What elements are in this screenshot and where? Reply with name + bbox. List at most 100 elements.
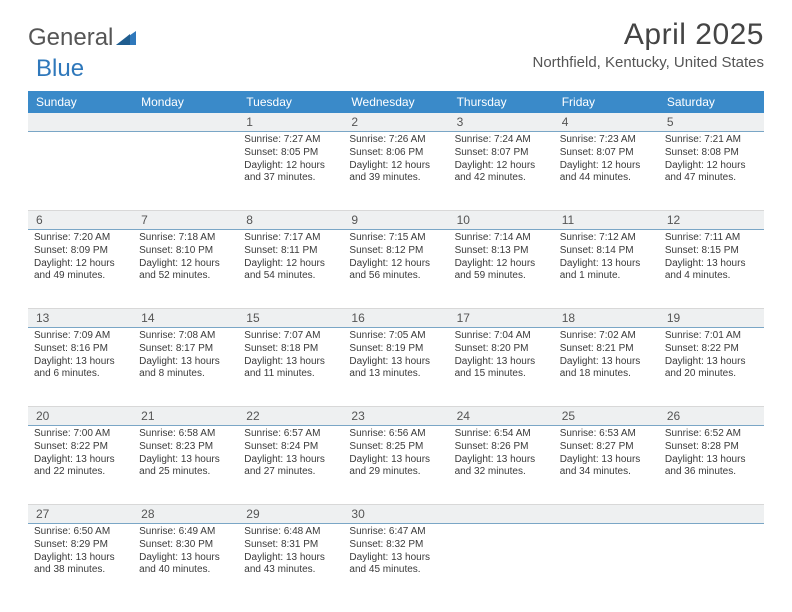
dl2-text: and 44 minutes. bbox=[560, 172, 653, 185]
dl2-text: and 47 minutes. bbox=[665, 172, 758, 185]
day-number: 2 bbox=[343, 113, 448, 131]
day-number: 24 bbox=[449, 407, 554, 425]
day-number: 1 bbox=[238, 113, 343, 131]
day-number: 29 bbox=[238, 505, 343, 523]
empty-cell bbox=[554, 524, 659, 602]
day-number: 16 bbox=[343, 309, 448, 327]
day-cell: Sunrise: 6:50 AMSunset: 8:29 PMDaylight:… bbox=[28, 524, 133, 602]
sunset-text: Sunset: 8:24 PM bbox=[244, 441, 337, 454]
day-cell: Sunrise: 7:21 AMSunset: 8:08 PMDaylight:… bbox=[659, 132, 764, 210]
dl2-text: and 1 minute. bbox=[560, 270, 653, 283]
sunrise-text: Sunrise: 6:47 AM bbox=[349, 526, 442, 539]
dl1-text: Daylight: 13 hours bbox=[560, 258, 653, 271]
dl2-text: and 54 minutes. bbox=[244, 270, 337, 283]
dl1-text: Daylight: 13 hours bbox=[244, 454, 337, 467]
sunrise-text: Sunrise: 7:17 AM bbox=[244, 232, 337, 245]
logo-word1: General bbox=[28, 24, 113, 52]
day-number: 28 bbox=[133, 505, 238, 523]
day-cell: Sunrise: 7:17 AMSunset: 8:11 PMDaylight:… bbox=[238, 230, 343, 308]
title-block: April 2025 Northfield, Kentucky, United … bbox=[532, 18, 764, 71]
week-date-row: 12345 bbox=[28, 113, 764, 132]
sunset-text: Sunset: 8:28 PM bbox=[665, 441, 758, 454]
sunrise-text: Sunrise: 7:21 AM bbox=[665, 134, 758, 147]
dl2-text: and 36 minutes. bbox=[665, 466, 758, 479]
sunrise-text: Sunrise: 7:02 AM bbox=[560, 330, 653, 343]
sunset-text: Sunset: 8:09 PM bbox=[34, 245, 127, 258]
sunset-text: Sunset: 8:20 PM bbox=[455, 343, 548, 356]
day-cell: Sunrise: 6:53 AMSunset: 8:27 PMDaylight:… bbox=[554, 426, 659, 504]
dl1-text: Daylight: 12 hours bbox=[455, 160, 548, 173]
dl2-text: and 15 minutes. bbox=[455, 368, 548, 381]
dl1-text: Daylight: 12 hours bbox=[349, 258, 442, 271]
sunrise-text: Sunrise: 7:08 AM bbox=[139, 330, 232, 343]
sunset-text: Sunset: 8:18 PM bbox=[244, 343, 337, 356]
dl1-text: Daylight: 13 hours bbox=[244, 356, 337, 369]
empty-cell bbox=[449, 524, 554, 602]
dl1-text: Daylight: 13 hours bbox=[349, 552, 442, 565]
day-number: 12 bbox=[659, 211, 764, 229]
sunrise-text: Sunrise: 6:58 AM bbox=[139, 428, 232, 441]
sunrise-text: Sunrise: 7:12 AM bbox=[560, 232, 653, 245]
sunset-text: Sunset: 8:17 PM bbox=[139, 343, 232, 356]
dl1-text: Daylight: 12 hours bbox=[34, 258, 127, 271]
day-number: 30 bbox=[343, 505, 448, 523]
day-cell: Sunrise: 6:58 AMSunset: 8:23 PMDaylight:… bbox=[133, 426, 238, 504]
sunrise-text: Sunrise: 7:26 AM bbox=[349, 134, 442, 147]
dl2-text: and 49 minutes. bbox=[34, 270, 127, 283]
dl2-text: and 42 minutes. bbox=[455, 172, 548, 185]
day-cell: Sunrise: 6:52 AMSunset: 8:28 PMDaylight:… bbox=[659, 426, 764, 504]
week-date-row: 27282930 bbox=[28, 505, 764, 524]
sunset-text: Sunset: 8:12 PM bbox=[349, 245, 442, 258]
sunset-text: Sunset: 8:23 PM bbox=[139, 441, 232, 454]
day-cell: Sunrise: 7:18 AMSunset: 8:10 PMDaylight:… bbox=[133, 230, 238, 308]
day-number: 14 bbox=[133, 309, 238, 327]
day-cell: Sunrise: 7:11 AMSunset: 8:15 PMDaylight:… bbox=[659, 230, 764, 308]
sunrise-text: Sunrise: 7:04 AM bbox=[455, 330, 548, 343]
logo-word2: Blue bbox=[36, 55, 84, 83]
logo-triangle-icon bbox=[116, 24, 136, 52]
sunset-text: Sunset: 8:19 PM bbox=[349, 343, 442, 356]
day-cell: Sunrise: 7:07 AMSunset: 8:18 PMDaylight:… bbox=[238, 328, 343, 406]
location-label: Northfield, Kentucky, United States bbox=[532, 54, 764, 71]
dayname-sun: Sunday bbox=[28, 91, 133, 113]
sunrise-text: Sunrise: 6:52 AM bbox=[665, 428, 758, 441]
week-row: Sunrise: 7:09 AMSunset: 8:16 PMDaylight:… bbox=[28, 328, 764, 407]
day-cell: Sunrise: 7:20 AMSunset: 8:09 PMDaylight:… bbox=[28, 230, 133, 308]
dl1-text: Daylight: 12 hours bbox=[244, 160, 337, 173]
dl1-text: Daylight: 13 hours bbox=[244, 552, 337, 565]
day-cell: Sunrise: 6:54 AMSunset: 8:26 PMDaylight:… bbox=[449, 426, 554, 504]
sunset-text: Sunset: 8:07 PM bbox=[455, 147, 548, 160]
dayname-thu: Thursday bbox=[449, 91, 554, 113]
sunset-text: Sunset: 8:11 PM bbox=[244, 245, 337, 258]
dl2-text: and 52 minutes. bbox=[139, 270, 232, 283]
dl2-text: and 13 minutes. bbox=[349, 368, 442, 381]
week-row: Sunrise: 7:27 AMSunset: 8:05 PMDaylight:… bbox=[28, 132, 764, 211]
day-number: 3 bbox=[449, 113, 554, 131]
dl1-text: Daylight: 12 hours bbox=[244, 258, 337, 271]
dl2-text: and 29 minutes. bbox=[349, 466, 442, 479]
day-cell: Sunrise: 7:15 AMSunset: 8:12 PMDaylight:… bbox=[343, 230, 448, 308]
day-number: 10 bbox=[449, 211, 554, 229]
calendar-page: General April 2025 Northfield, Kentucky,… bbox=[0, 0, 792, 602]
day-number: 7 bbox=[133, 211, 238, 229]
sunset-text: Sunset: 8:22 PM bbox=[34, 441, 127, 454]
day-cell: Sunrise: 7:01 AMSunset: 8:22 PMDaylight:… bbox=[659, 328, 764, 406]
dl2-text: and 39 minutes. bbox=[349, 172, 442, 185]
calendar-grid: Sunday Monday Tuesday Wednesday Thursday… bbox=[28, 91, 764, 602]
day-number bbox=[659, 505, 764, 523]
day-number: 21 bbox=[133, 407, 238, 425]
day-cell: Sunrise: 7:00 AMSunset: 8:22 PMDaylight:… bbox=[28, 426, 133, 504]
dayname-row: Sunday Monday Tuesday Wednesday Thursday… bbox=[28, 91, 764, 113]
day-number: 23 bbox=[343, 407, 448, 425]
sunset-text: Sunset: 8:30 PM bbox=[139, 539, 232, 552]
day-number: 15 bbox=[238, 309, 343, 327]
week-row: Sunrise: 6:50 AMSunset: 8:29 PMDaylight:… bbox=[28, 524, 764, 602]
day-cell: Sunrise: 7:08 AMSunset: 8:17 PMDaylight:… bbox=[133, 328, 238, 406]
sunset-text: Sunset: 8:29 PM bbox=[34, 539, 127, 552]
day-cell: Sunrise: 7:24 AMSunset: 8:07 PMDaylight:… bbox=[449, 132, 554, 210]
sunset-text: Sunset: 8:21 PM bbox=[560, 343, 653, 356]
dl1-text: Daylight: 13 hours bbox=[349, 454, 442, 467]
day-number: 8 bbox=[238, 211, 343, 229]
day-number bbox=[449, 505, 554, 523]
sunset-text: Sunset: 8:22 PM bbox=[665, 343, 758, 356]
